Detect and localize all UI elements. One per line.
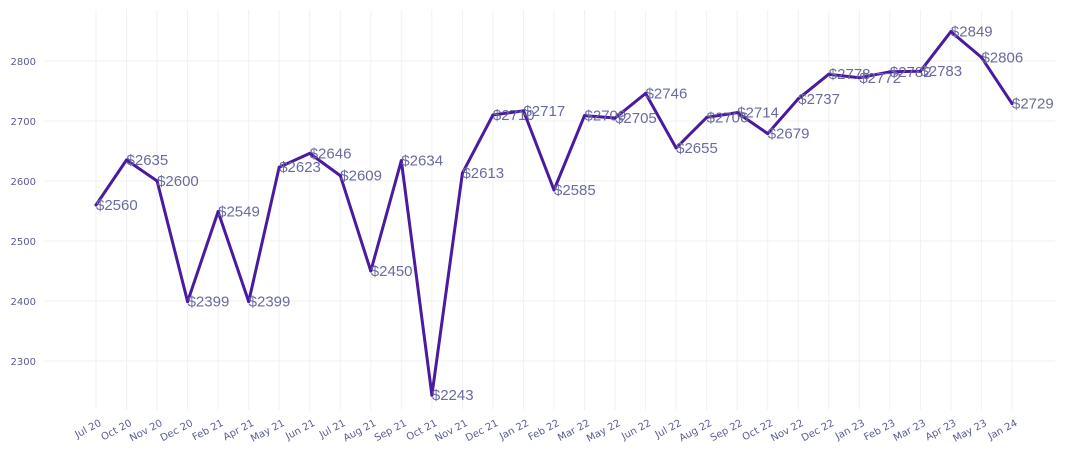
data-label: $2783 — [920, 63, 962, 80]
data-label: $2772 — [859, 70, 901, 87]
data-label: $2849 — [951, 24, 993, 41]
x-tick-label: May 21 — [249, 418, 286, 445]
data-point — [674, 146, 678, 150]
x-tick-label: Feb 23 — [862, 418, 897, 443]
x-tick-label: Oct 20 — [99, 418, 133, 443]
y-axis-ticks: 2300 2400 2500 2600 2700 2800 — [11, 57, 36, 368]
data-label: $2746 — [646, 85, 688, 102]
data-point — [369, 269, 373, 273]
x-tick-label: Sep 21 — [373, 418, 409, 444]
data-label: $2613 — [462, 165, 504, 182]
data-point — [552, 188, 556, 192]
data-point — [460, 171, 464, 175]
data-label: $2549 — [218, 204, 260, 221]
data-label: $2560 — [96, 197, 138, 214]
data-point — [155, 179, 159, 183]
data-point — [430, 393, 434, 397]
x-tick-label: Dec 20 — [159, 418, 195, 444]
data-point — [125, 158, 129, 162]
y-tick-label: 2600 — [11, 177, 36, 188]
data-label: $2717 — [523, 103, 565, 120]
data-label: $2737 — [798, 91, 840, 108]
data-point — [918, 69, 922, 73]
data-point — [827, 72, 831, 76]
x-tick-label: Feb 22 — [527, 418, 562, 443]
x-tick-label: Jun 22 — [619, 418, 653, 443]
data-label: $2609 — [340, 168, 382, 185]
x-tick-label: Aug 22 — [678, 418, 714, 444]
y-tick-label: 2700 — [11, 117, 36, 128]
x-tick-label: Dec 21 — [464, 418, 500, 444]
x-tick-label: Jan 22 — [497, 418, 531, 443]
x-tick-label: Nov 20 — [128, 418, 164, 444]
x-tick-label: Dec 22 — [800, 418, 836, 444]
data-label: $2705 — [615, 110, 657, 127]
data-point — [247, 300, 251, 304]
data-label: $2585 — [554, 182, 596, 199]
data-label: $2450 — [371, 263, 413, 280]
data-label: $2679 — [768, 126, 810, 143]
data-label: $2600 — [157, 173, 199, 190]
x-tick-label: Jan 23 — [833, 418, 867, 443]
x-tick-label: Jun 21 — [283, 418, 317, 443]
data-point — [705, 115, 709, 119]
x-tick-label: Jul 20 — [73, 418, 104, 441]
data-label: $2623 — [279, 159, 321, 176]
data-label: $2399 — [249, 294, 291, 311]
data-point — [796, 97, 800, 101]
data-label: $2655 — [676, 140, 718, 157]
data-label: $2243 — [432, 387, 474, 404]
data-point — [949, 30, 953, 34]
data-point — [1010, 102, 1014, 106]
data-point — [308, 151, 312, 155]
x-gridlines — [95, 10, 1013, 410]
data-label: $2714 — [737, 105, 779, 122]
data-label: $2646 — [310, 145, 352, 162]
x-tick-label: Mar 23 — [892, 418, 928, 444]
data-point — [979, 55, 983, 59]
y-gridlines — [44, 60, 1055, 362]
data-point — [399, 159, 403, 163]
data-point — [644, 91, 648, 95]
x-tick-label: Nov 21 — [433, 418, 469, 444]
data-point — [94, 203, 98, 207]
data-point — [186, 300, 190, 304]
data-label: $2729 — [1012, 96, 1054, 113]
x-tick-label: May 22 — [585, 418, 622, 445]
y-tick-label: 2300 — [11, 357, 36, 368]
data-point — [857, 76, 861, 80]
x-tick-label: Sep 22 — [709, 418, 745, 444]
x-tick-label: Oct 21 — [405, 418, 439, 443]
data-point — [583, 114, 587, 118]
x-tick-label: Aug 21 — [342, 418, 378, 444]
data-label: $2782 — [890, 64, 932, 81]
data-point — [766, 132, 770, 136]
data-point — [888, 70, 892, 74]
data-label: $2634 — [401, 153, 443, 170]
x-tick-label: May 23 — [951, 418, 988, 445]
data-point — [491, 113, 495, 117]
data-label: $2635 — [127, 152, 169, 169]
data-label: $2709 — [585, 108, 627, 125]
data-point — [613, 116, 617, 120]
data-point — [338, 174, 342, 178]
y-tick-label: 2500 — [11, 237, 36, 248]
x-tick-label: Jan 24 — [986, 418, 1020, 443]
x-tick-label: Nov 22 — [769, 418, 805, 444]
data-point — [735, 111, 739, 115]
data-point — [216, 210, 220, 214]
y-tick-label: 2400 — [11, 297, 36, 308]
data-label: $2399 — [188, 294, 230, 311]
data-labels: $2560 $2635 $2600 $2399 $2549 $2399 $2623$2646… — [94, 24, 1054, 404]
data-point — [277, 165, 281, 169]
y-tick-label: 2800 — [11, 57, 36, 68]
data-label: $2806 — [981, 49, 1023, 66]
data-point — [521, 109, 525, 113]
x-tick-label: Oct 22 — [741, 418, 775, 443]
x-tick-label: Feb 21 — [191, 418, 226, 443]
